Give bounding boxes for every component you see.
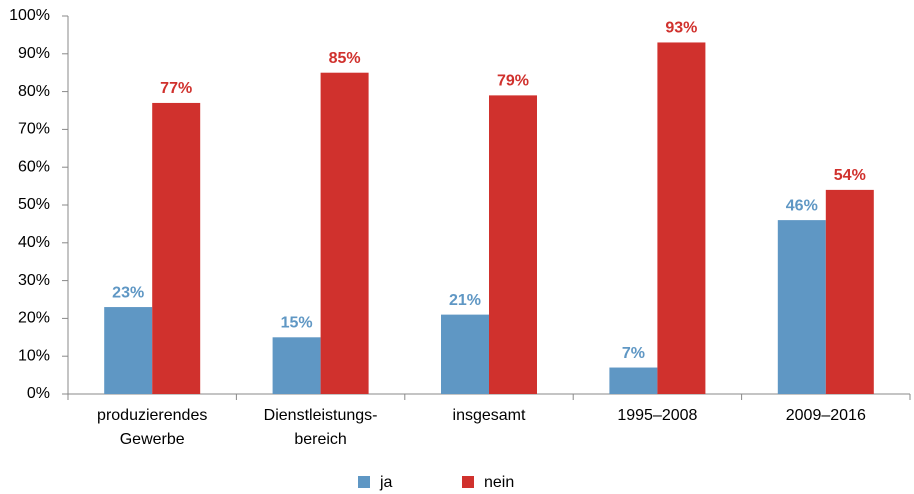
- y-tick-label: 90%: [18, 45, 50, 62]
- bar: [272, 337, 321, 394]
- y-tick-label: 30%: [18, 272, 50, 289]
- y-tick-label: 100%: [9, 7, 50, 24]
- value-label: 46%: [786, 197, 818, 214]
- bar: [152, 102, 201, 394]
- value-label: 21%: [449, 292, 481, 309]
- value-label: 85%: [329, 50, 361, 67]
- bar: [441, 314, 489, 394]
- y-tick-label: 70%: [18, 121, 50, 138]
- value-label: 54%: [834, 167, 866, 184]
- y-tick-label: 10%: [18, 347, 50, 364]
- bar: [104, 307, 153, 394]
- bar: [825, 189, 874, 394]
- value-label: 7%: [622, 345, 645, 362]
- y-tick-label: 0%: [27, 385, 50, 402]
- x-tick-label: 1995–2008: [617, 407, 697, 424]
- bar: [777, 220, 826, 394]
- value-label: 93%: [665, 20, 697, 37]
- legend-label: nein: [484, 474, 514, 491]
- y-tick-label: 60%: [18, 158, 50, 175]
- y-tick-label: 80%: [18, 83, 50, 100]
- x-tick-label: insgesamt: [453, 407, 526, 424]
- value-label: 77%: [160, 80, 192, 97]
- x-tick-label: Dienstleistungs-bereich: [264, 407, 378, 448]
- bar: [489, 95, 537, 394]
- y-tick-label: 20%: [18, 310, 50, 327]
- y-tick-label: 40%: [18, 234, 50, 251]
- bar: [320, 72, 369, 394]
- legend-swatch: [358, 476, 370, 488]
- bar: [609, 367, 658, 394]
- y-tick-label: 50%: [18, 196, 50, 213]
- value-label: 15%: [281, 315, 313, 332]
- legend-swatch: [462, 476, 474, 488]
- bar: [657, 42, 706, 395]
- x-tick-label: produzierendes Gewerbe: [97, 407, 207, 448]
- value-label: 23%: [112, 284, 144, 301]
- legend-label: ja: [379, 474, 393, 491]
- x-tick-label: 2009–2016: [786, 407, 866, 424]
- value-label: 79%: [497, 73, 529, 90]
